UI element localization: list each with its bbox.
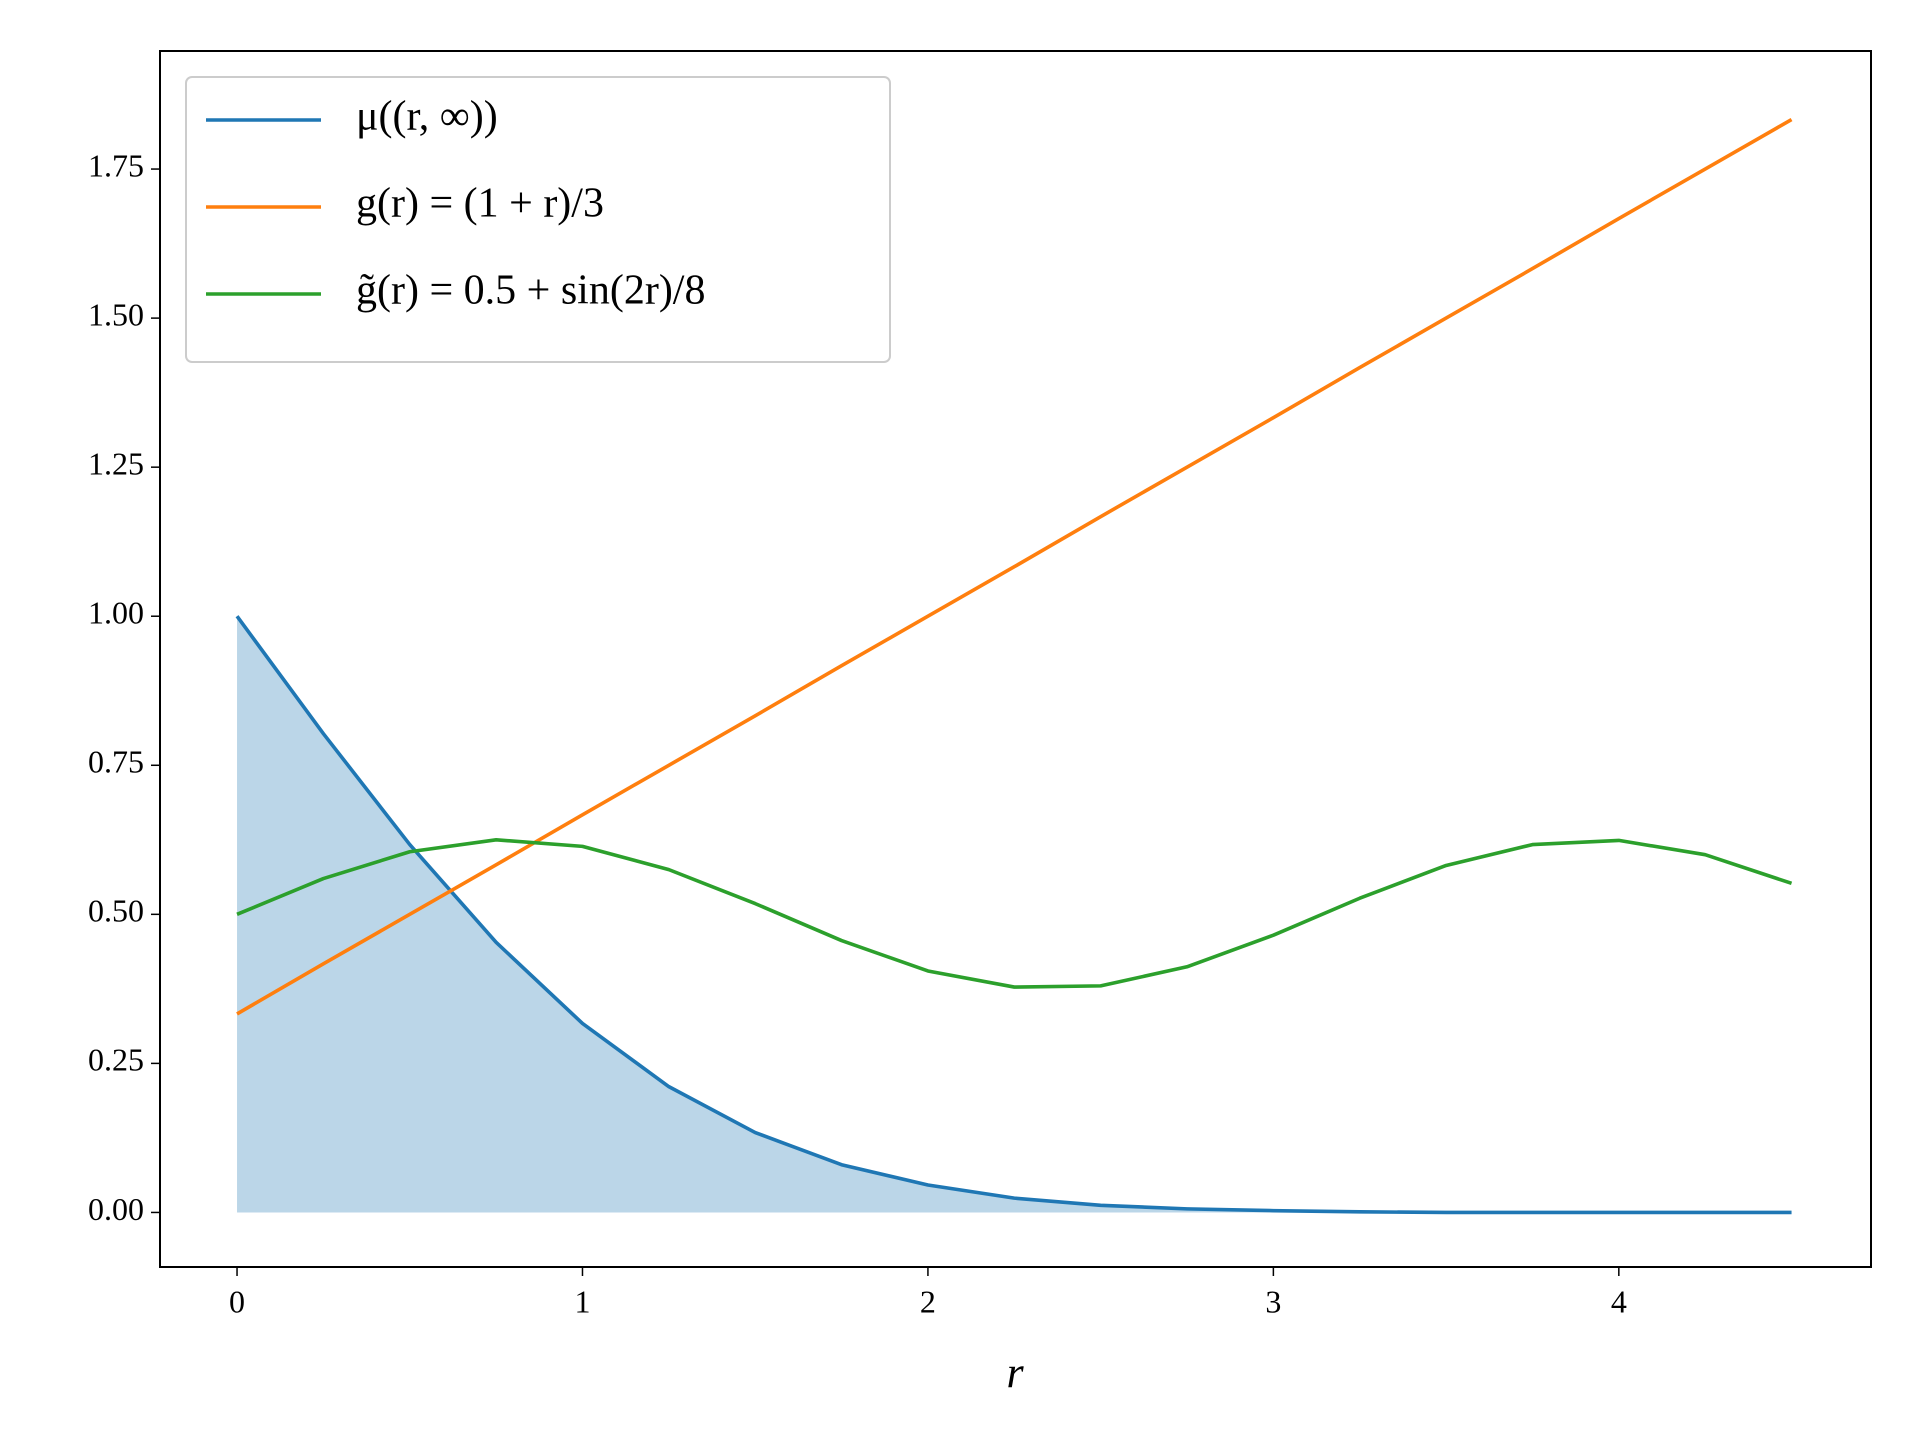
series-line: [235, 615, 1792, 1215]
legend-box: [185, 76, 891, 363]
y-tick-label: 0.00: [88, 1191, 144, 1227]
y-tick-label: 0.25: [88, 1042, 144, 1078]
y-tick-label: 0.75: [88, 744, 144, 780]
y-tick-label: 0.50: [88, 893, 144, 929]
series-line: [236, 838, 1793, 989]
y-tick-label: 1.00: [88, 595, 144, 631]
y-tick-label: 1.75: [88, 147, 144, 183]
x-tick-label: 0: [229, 1283, 245, 1319]
area-fill: [237, 616, 1792, 1213]
plot-frame: [159, 50, 1872, 1268]
legend-label: g(r) = (1 + r)/3: [356, 181, 604, 227]
legend-label: μ((r, ∞)): [356, 94, 498, 140]
legend-label: g̃(r) = 0.5 + sin(2r)/8: [356, 268, 705, 314]
y-tick-label: 1.25: [88, 446, 144, 482]
series-line: [236, 118, 1793, 1016]
x-tick-label: 4: [1611, 1283, 1627, 1319]
x-axis-label: r: [1006, 1348, 1024, 1397]
x-tick-label: 3: [1265, 1283, 1281, 1319]
x-tick-label: 1: [574, 1283, 590, 1319]
x-tick-label: 2: [920, 1283, 936, 1319]
y-tick-label: 1.50: [88, 296, 144, 332]
